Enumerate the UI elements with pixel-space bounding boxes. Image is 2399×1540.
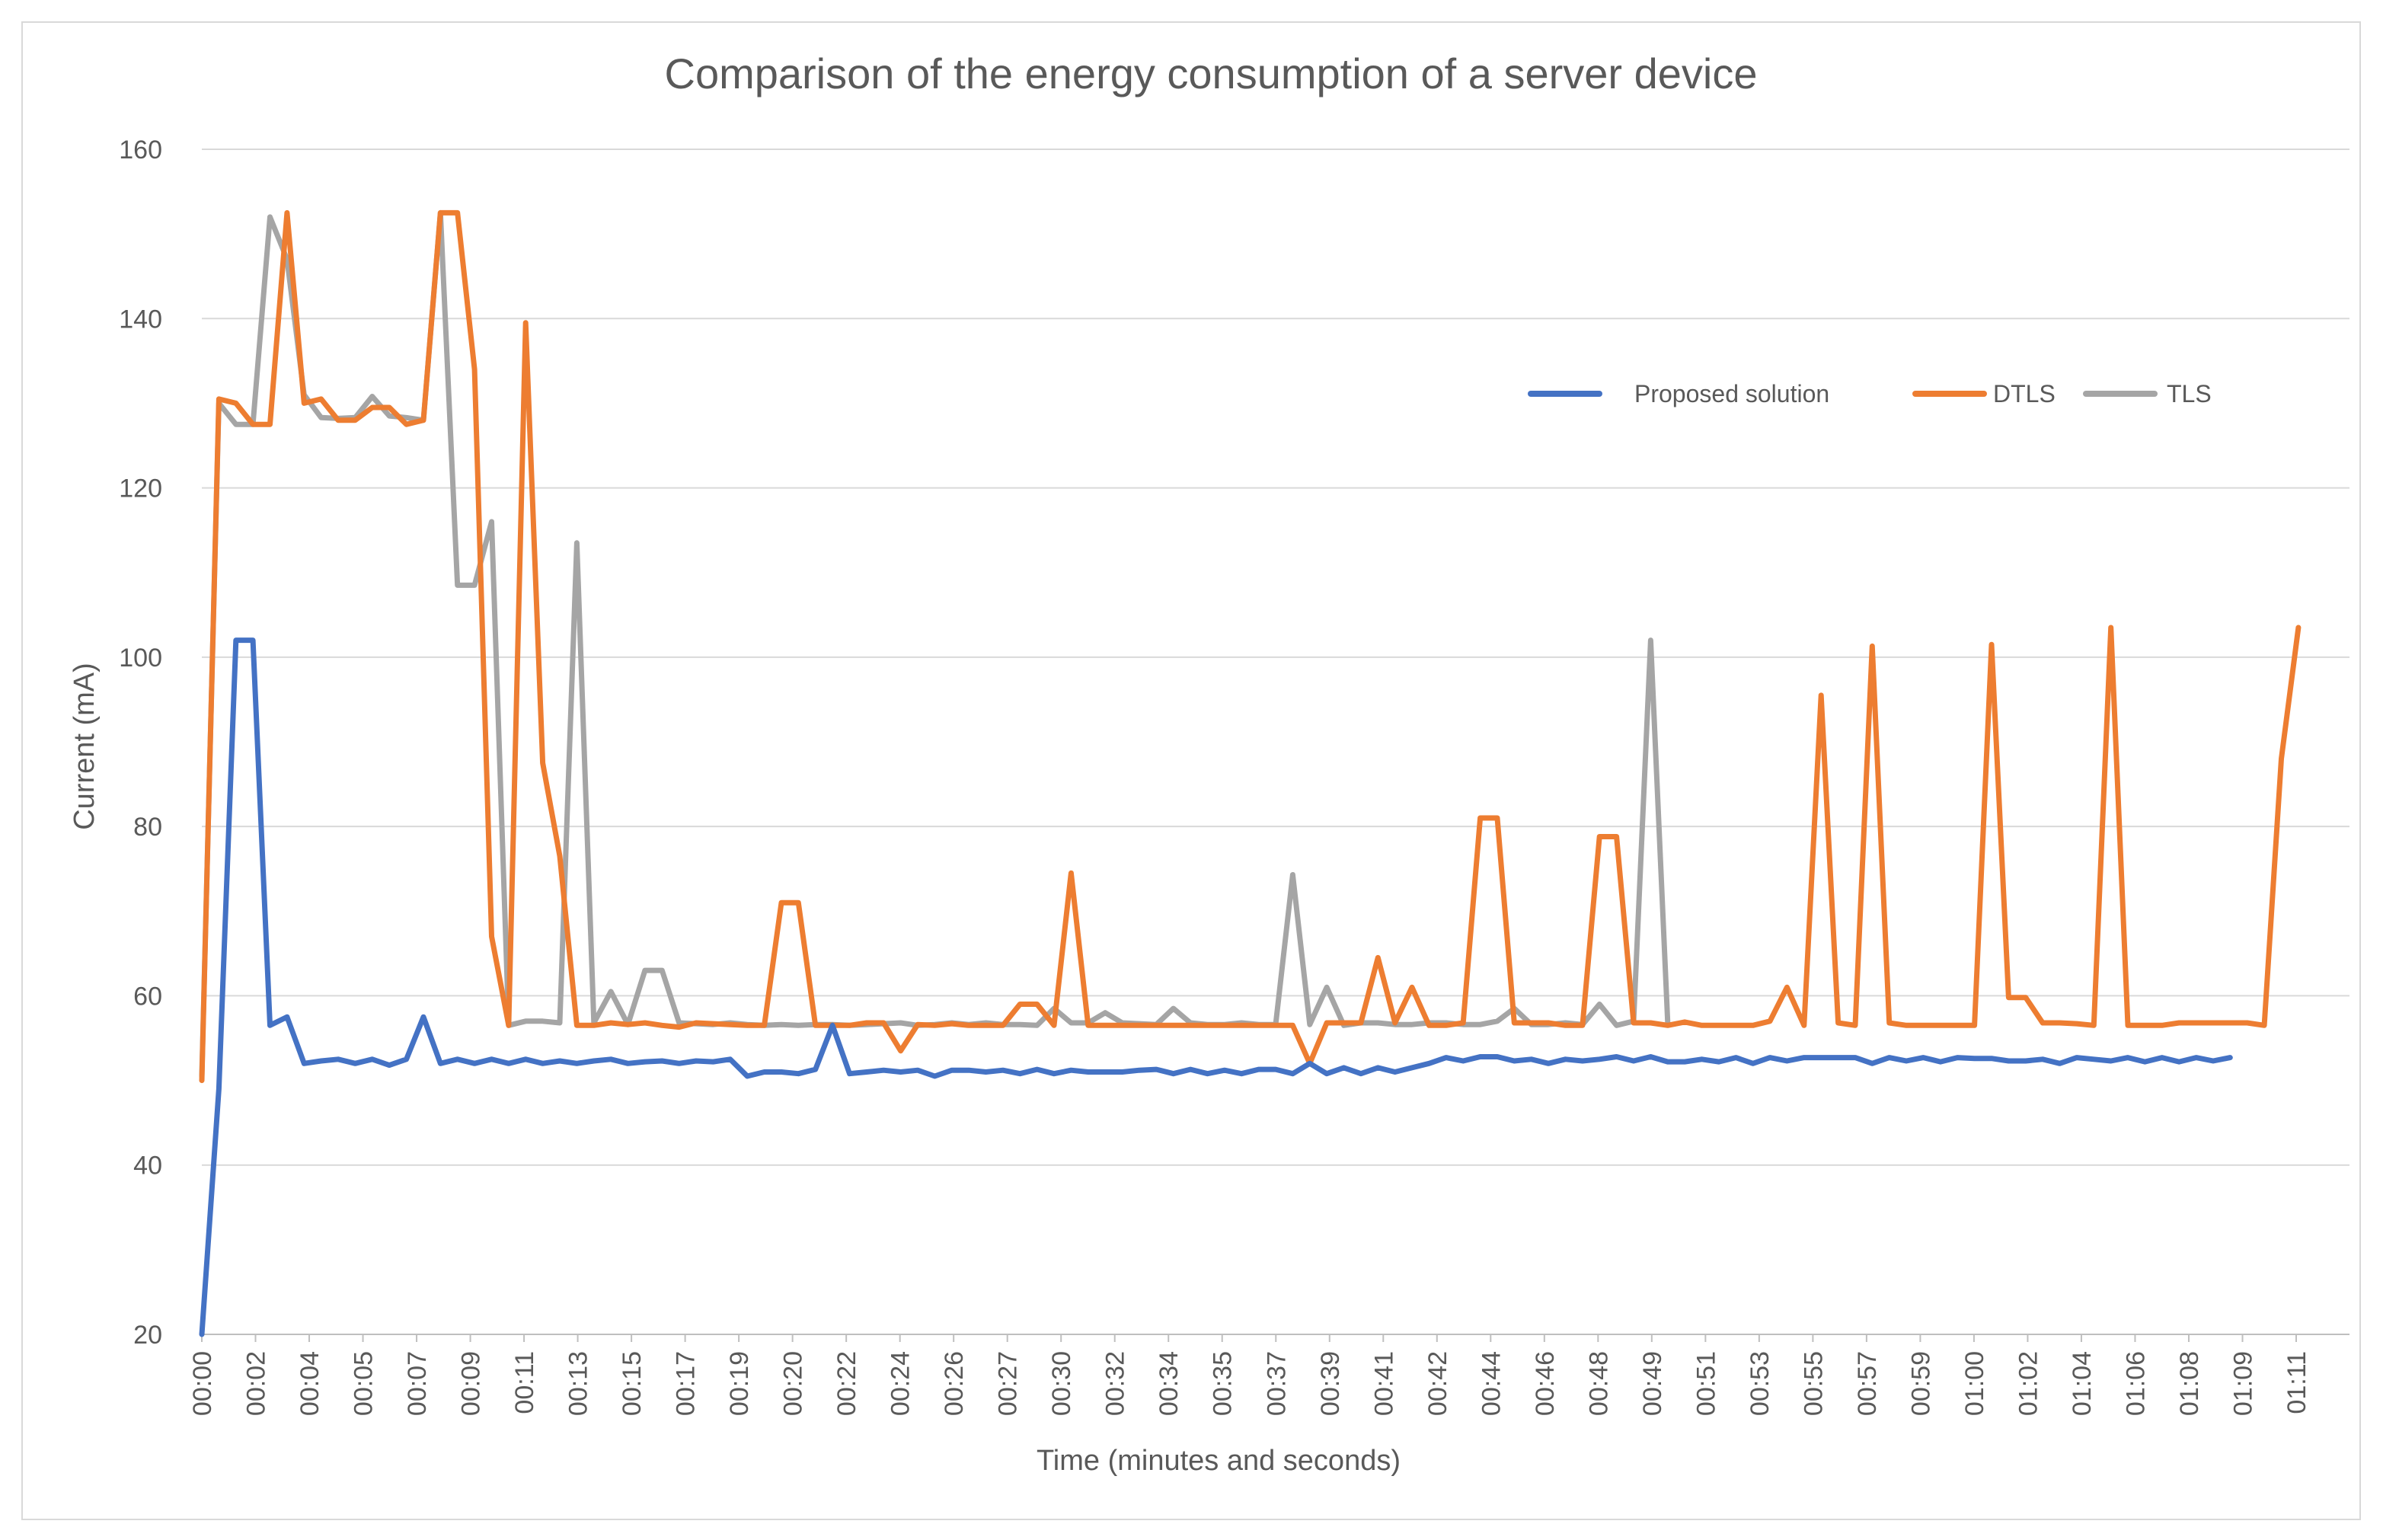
x-tick-label: 00:02: [242, 1351, 271, 1416]
x-tick-label: 00:48: [1584, 1351, 1613, 1416]
x-tick-label: 00:27: [994, 1351, 1023, 1416]
x-tick-label: 00:35: [1209, 1351, 1238, 1416]
y-tick-label: 160: [119, 136, 162, 165]
x-axis-title: Time (minutes and seconds): [1037, 1445, 1401, 1477]
x-tick-label: 00:22: [832, 1351, 861, 1416]
series-line-dtls: [199, 209, 2302, 1084]
y-tick-label: 100: [119, 644, 162, 673]
x-tick-label: 01:04: [2068, 1351, 2097, 1416]
y-tick-label: 80: [133, 813, 162, 842]
x-tick-label: 00:00: [188, 1351, 217, 1416]
x-tick-label: 01:09: [2228, 1351, 2257, 1416]
chart-frame: [21, 21, 2361, 1520]
legend-label: TLS: [2167, 380, 2212, 407]
x-tick-label: 00:09: [457, 1351, 486, 1416]
x-tick-label: 00:05: [350, 1351, 379, 1416]
series-line-proposed-solution: [199, 637, 2233, 1337]
y-tick-label: 40: [133, 1152, 162, 1181]
x-tick-label: 00:30: [1047, 1351, 1076, 1416]
x-tick-label: 00:26: [940, 1351, 969, 1416]
x-tick-label: 00:15: [618, 1351, 647, 1416]
x-tick-label: 00:13: [564, 1351, 593, 1416]
x-tick-label: 00:41: [1369, 1351, 1398, 1416]
x-tick-label: 00:44: [1477, 1351, 1506, 1416]
x-tick-label: 01:11: [2282, 1351, 2311, 1414]
x-tick-label: 00:59: [1906, 1351, 1935, 1416]
legend: Proposed solution DTLS TLS: [1528, 380, 2212, 407]
x-tick-label: 00:17: [672, 1351, 701, 1416]
x-tick-label: 00:42: [1423, 1351, 1452, 1416]
x-tick-label: 01:06: [2121, 1351, 2150, 1416]
x-tick-label: 00:11: [510, 1351, 539, 1414]
x-tick-label: 00:32: [1101, 1351, 1130, 1416]
x-tick-label: 00:04: [295, 1351, 324, 1416]
x-tick-label: 01:00: [1960, 1351, 1989, 1416]
y-axis-title: Current (mA): [69, 663, 101, 830]
y-tick-label: 20: [133, 1321, 162, 1350]
x-tick-label: 00:07: [403, 1351, 432, 1416]
x-tick-label: 00:51: [1691, 1351, 1720, 1416]
x-tick-label: 00:34: [1155, 1351, 1184, 1416]
gridlines: [202, 149, 2349, 1335]
x-tick-label: 01:08: [2175, 1351, 2204, 1416]
y-tick-label: 120: [119, 474, 162, 503]
x-tick-label: 00:20: [779, 1351, 808, 1416]
legend-label: Proposed solution: [1634, 380, 1829, 407]
x-tick-label: 00:49: [1638, 1351, 1667, 1416]
x-tick-label: 00:53: [1746, 1351, 1774, 1416]
y-tick-label: 140: [119, 305, 162, 334]
series-line-tls: [199, 209, 1671, 1079]
x-tick-label: 00:37: [1262, 1351, 1291, 1416]
series-lines: [199, 209, 2302, 1337]
y-tick-label: 60: [133, 982, 162, 1011]
x-tick-label: 00:24: [886, 1351, 915, 1416]
legend-label: DTLS: [1993, 380, 2056, 407]
x-tick-label: 00:19: [725, 1351, 754, 1416]
x-axis-ticks: 00:00 00:02 00:04 00:05 00:07 00:09 00:11 00:13…: [188, 1334, 2311, 1416]
chart-title: Comparison of the energy consumption of …: [665, 50, 1758, 97]
x-tick-label: 00:39: [1316, 1351, 1345, 1416]
x-tick-label: 00:55: [1799, 1351, 1828, 1416]
x-tick-label: 01:02: [2014, 1351, 2043, 1416]
x-tick-label: 00:57: [1853, 1351, 1882, 1416]
x-tick-label: 00:46: [1531, 1351, 1560, 1416]
y-axis-ticks: 20 40 60 80 100 120 140 160: [119, 136, 162, 1350]
